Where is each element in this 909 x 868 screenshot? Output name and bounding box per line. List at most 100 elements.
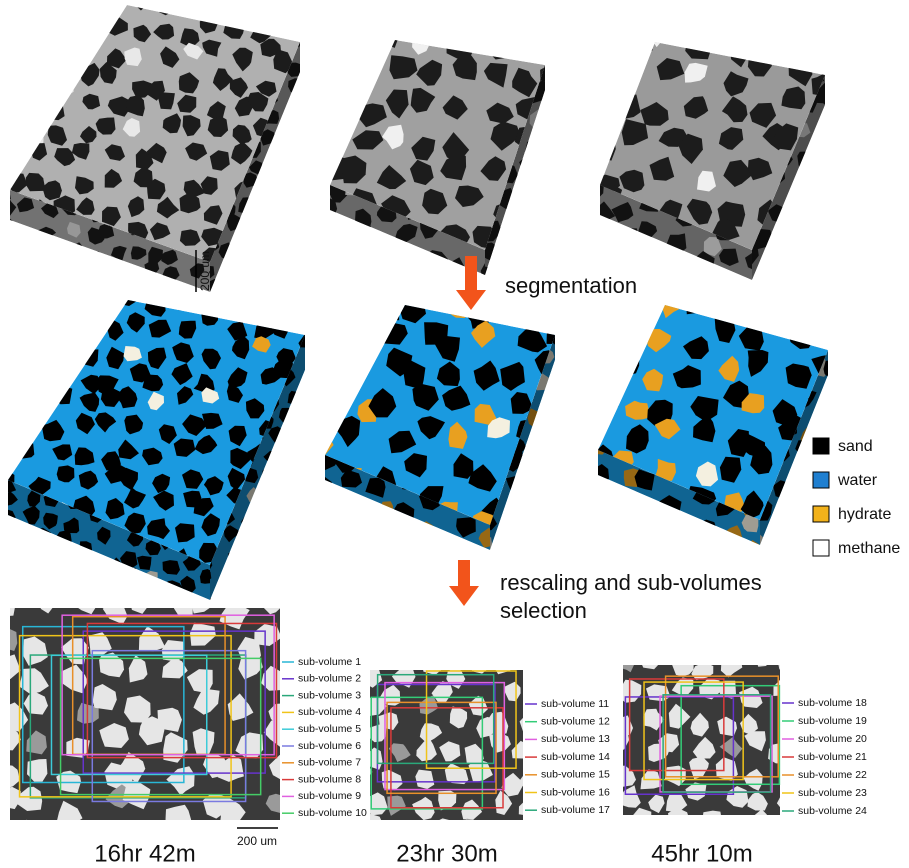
grain [357,103,387,128]
grain [30,387,49,404]
pore-phase [67,221,81,238]
pore-phase [511,305,530,324]
grain [170,608,195,618]
grain [634,469,655,491]
grain [278,500,300,521]
grain [182,115,201,137]
sub-volume-label: sub-volume 14 [541,751,610,763]
grain [177,386,194,405]
legend-label: water [837,472,878,489]
pore-phase [642,368,664,392]
grain [10,702,29,732]
grain [10,38,14,61]
grain [667,281,687,301]
grain [249,261,263,280]
grain [626,424,649,454]
shade [8,480,210,600]
grain [8,526,14,543]
grain [55,360,76,380]
grain [180,28,200,47]
grain [772,540,792,545]
grain [639,498,660,523]
grain [325,315,330,345]
grain [100,574,116,588]
grain [740,490,764,519]
grain [308,575,324,591]
grain [200,5,221,14]
grain [646,684,671,702]
arrow [449,560,479,606]
grain [133,166,153,188]
grain [702,810,723,815]
grain [416,59,443,86]
grain [52,444,73,461]
pore-phase [45,284,61,292]
grain [199,569,210,584]
pore-phase [598,515,618,520]
pore-phase [274,158,292,175]
grain [468,759,493,783]
grain [8,551,23,565]
grain [276,178,296,198]
grain [183,179,206,197]
grain [816,229,825,250]
grain [393,256,412,275]
grain [422,670,445,675]
sub-volume-label: sub-volume 18 [798,697,867,709]
grain [554,509,555,529]
grain [749,102,777,128]
grain [128,655,148,683]
grain [281,263,296,279]
grain [464,743,484,765]
pore-phase [201,823,222,848]
grain [203,205,223,225]
grain [25,172,45,192]
grain [21,591,39,600]
pore-phase [623,665,638,673]
sub-volume-label: sub-volume 21 [798,751,867,763]
grain [102,608,128,625]
grain [10,118,23,137]
grain [88,289,106,292]
grain [830,195,847,218]
grain [530,211,545,231]
grain [752,276,770,280]
grain [261,572,282,593]
sub-volume-box [425,670,517,769]
scale-bar-label: 200 um [198,251,212,291]
pore-phase [325,502,339,518]
face [623,665,780,815]
grain [10,249,13,262]
scale-bar-label: 200 um [237,834,277,848]
grain [270,542,292,563]
grain [120,551,138,568]
grain [718,127,744,150]
grain [97,223,115,239]
grain [220,796,246,820]
grain [330,121,343,151]
grain [781,86,806,110]
pore-phase [675,545,693,564]
grain [330,218,354,247]
grain [201,348,221,370]
grain [538,191,545,220]
pore-phase [549,423,555,449]
pore-phase [655,534,675,559]
pore-phase [719,737,743,758]
grain [177,94,197,113]
pore-phase [825,420,828,440]
grain [262,507,281,526]
pore-phase [703,237,722,257]
grain [21,550,39,569]
grain [668,808,691,815]
sub-volume-label: sub-volume 19 [798,715,867,727]
grain [301,300,305,310]
grain [322,553,343,576]
pore-phase [10,629,18,651]
grain [42,180,62,201]
grain [100,387,122,407]
grain [295,572,314,590]
grain [301,489,305,511]
grain [340,469,362,488]
grain [550,230,575,256]
